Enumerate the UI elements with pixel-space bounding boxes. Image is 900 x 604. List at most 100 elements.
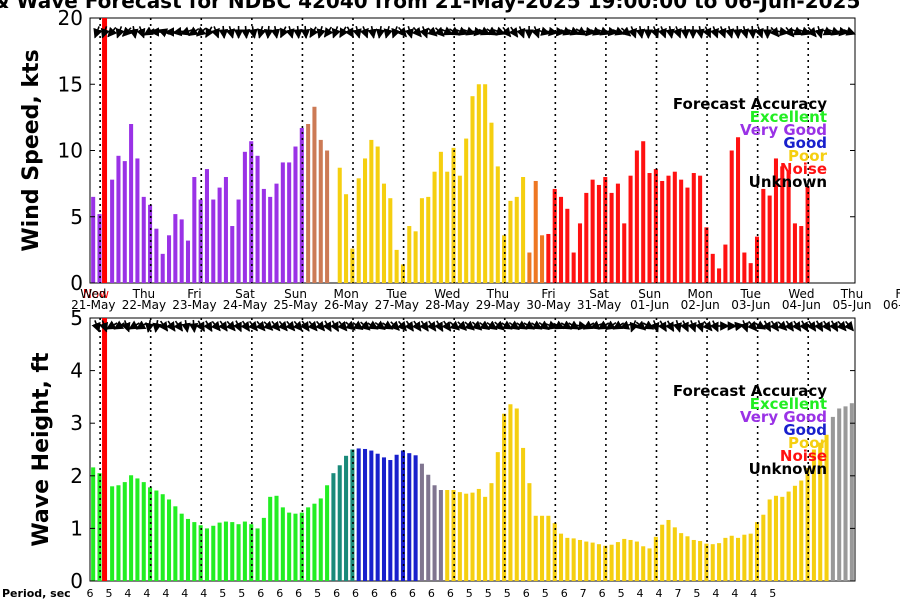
period-value: 5 — [542, 587, 549, 600]
day-of-week-label: Mon — [688, 287, 713, 301]
wind-bar — [318, 139, 323, 283]
wave-bar — [223, 521, 228, 581]
wave-direction-arrow — [791, 320, 802, 332]
wave-bar — [565, 537, 570, 581]
wind-direction-arrow — [323, 26, 334, 38]
wind-bar — [141, 196, 146, 284]
wave-bar — [748, 533, 753, 581]
wind-direction-arrow — [279, 26, 289, 39]
wind-direction-arrow — [129, 25, 139, 39]
wave-legend-entry: Unknown — [749, 460, 827, 478]
wind-direction-arrow — [293, 25, 303, 39]
period-value: 6 — [276, 587, 283, 600]
wind-bar — [325, 150, 330, 283]
wind-bar — [375, 146, 380, 283]
wind-bar — [204, 169, 209, 283]
wind-legend-entry: Good — [783, 134, 827, 152]
wind-bar — [293, 146, 298, 283]
wave-bar — [438, 490, 443, 581]
wind-bar — [704, 227, 709, 283]
wind-bar — [596, 184, 601, 283]
wind-bar — [110, 179, 115, 283]
wind-direction-arrow — [552, 26, 566, 37]
wave-direction-arrow — [665, 320, 675, 333]
wind-bar — [129, 124, 134, 283]
wind-bar — [306, 124, 311, 283]
wind-bar — [489, 122, 494, 284]
wave-bar — [799, 480, 804, 581]
day-of-week-label: Sat — [589, 287, 609, 301]
wave-bar — [558, 533, 564, 581]
wind-bar — [723, 244, 728, 283]
day-of-week-label: Sun — [638, 287, 661, 301]
wind-direction-arrow — [256, 25, 267, 39]
wave-bar — [445, 490, 450, 581]
period-value: 6 — [295, 587, 302, 600]
wave-bar — [647, 548, 652, 581]
wind-direction-arrow — [709, 26, 719, 39]
wind-direction-arrow — [680, 25, 691, 39]
wave-bar — [710, 544, 715, 581]
wind-bar — [230, 226, 235, 283]
period-value: 4 — [656, 587, 663, 600]
wave-bar — [691, 539, 696, 581]
wind-bar — [514, 196, 519, 284]
wave-direction-arrow — [404, 320, 414, 332]
period-value: 4 — [200, 587, 207, 600]
wave-bar — [381, 457, 387, 581]
wave-bar — [830, 416, 835, 581]
wave-direction-arrow — [329, 320, 340, 333]
wind-direction-arrow — [121, 26, 133, 37]
wind-direction-arrow — [359, 26, 369, 39]
wind-direction-arrow — [784, 26, 795, 38]
wave-bar — [470, 492, 475, 581]
wave-direction-arrow — [650, 320, 660, 333]
wind-bar — [476, 84, 481, 283]
wave-direction-arrow — [173, 320, 184, 332]
wave-y-tick-label: 4 — [70, 359, 83, 383]
wave-direction-arrow — [203, 320, 213, 333]
period-row: Period, sec 6 5 4 4 4 4 4 5 5 6 6 6 5 6 6 6 6 6 6 6 5 5 5 6 5 6 7 6 5… — [2, 587, 776, 600]
wind-direction-arrow — [136, 26, 146, 39]
wind-bar — [236, 199, 241, 283]
wave-direction-arrow — [777, 320, 788, 331]
period-value: 5 — [219, 587, 226, 600]
wave-bar — [502, 413, 507, 581]
wave-bar — [400, 450, 405, 581]
wind-bar — [249, 141, 254, 283]
wave-direction-arrow — [672, 319, 683, 333]
wave-bar — [97, 473, 102, 581]
wind-bar — [527, 252, 532, 283]
date-label: 28-May — [425, 298, 469, 312]
wave-bar — [476, 488, 481, 581]
wave-y-tick-label: 1 — [70, 516, 83, 540]
wind-direction-arrow — [263, 25, 274, 39]
wave-bar — [521, 447, 526, 581]
wave-direction-arrow — [657, 320, 667, 333]
wave-direction-arrow — [784, 320, 794, 332]
wind-direction-arrow — [537, 26, 551, 36]
wave-direction-arrow — [575, 320, 589, 331]
wave-bar — [489, 483, 494, 581]
wind-bar — [388, 198, 393, 283]
wind-direction-arrow — [205, 26, 215, 39]
wind-bar — [609, 192, 614, 283]
wave-bar — [596, 544, 601, 581]
period-value: 4 — [124, 587, 131, 600]
wind-bar — [242, 151, 247, 283]
wind-bar — [685, 187, 690, 283]
wind-bar — [666, 175, 671, 283]
wave-bar — [679, 533, 684, 581]
day-of-week-label: Tue — [740, 287, 762, 301]
wave-direction-arrow — [709, 320, 719, 333]
wave-bar — [230, 522, 235, 581]
wave-bar — [204, 528, 209, 581]
date-label: 25-May — [273, 298, 317, 312]
wind-direction-arrow — [419, 26, 429, 39]
wave-bar — [236, 524, 241, 581]
wave-bar — [287, 512, 292, 581]
wind-direction-arrow — [776, 26, 790, 37]
wind-bar — [438, 151, 443, 283]
period-value: 6 — [428, 587, 435, 600]
wind-bar — [217, 187, 222, 283]
